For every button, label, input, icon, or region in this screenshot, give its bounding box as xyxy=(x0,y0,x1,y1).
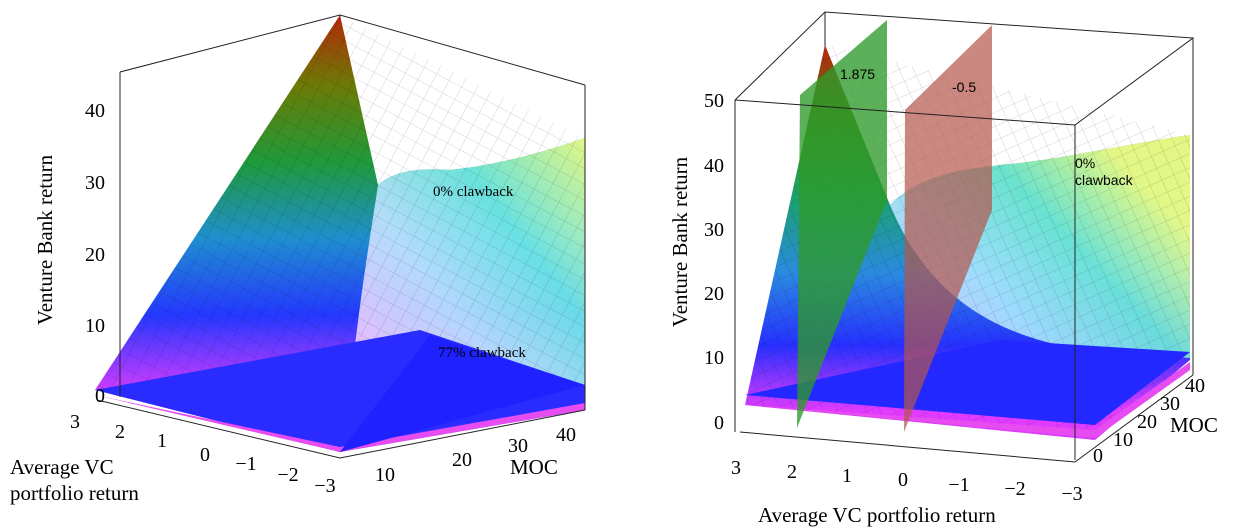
left-x-tick: 1 xyxy=(157,430,167,452)
left-y-tick: 20 xyxy=(452,449,472,471)
left-y-ticks: 10 20 30 40 xyxy=(375,424,576,486)
right-y-tick: 30 xyxy=(1160,393,1180,415)
left-x-tick: 2 xyxy=(115,421,125,443)
plane-label-1875: 1.875 xyxy=(840,66,875,82)
right-z-tick: 20 xyxy=(704,283,724,305)
right-x-tick: 1 xyxy=(842,465,852,487)
right-y-axis-label: MOC xyxy=(1170,413,1218,437)
left-z-tick: 10 xyxy=(85,315,105,337)
left-x-axis-label-line1: Average VC xyxy=(10,455,114,479)
right-series-label-0a: 0% xyxy=(1075,155,1095,171)
right-z-tick: 0 xyxy=(714,412,724,434)
right-x-tick: −2 xyxy=(1004,478,1025,500)
left-z-tick: 20 xyxy=(85,244,105,266)
left-plot: 0% clawback 77% clawback Venture Bank re… xyxy=(10,14,586,505)
left-z-ticks: 0 10 20 30 40 xyxy=(85,100,105,407)
right-y-tick: 20 xyxy=(1137,411,1157,433)
right-y-tick: 40 xyxy=(1185,375,1205,397)
plane-neg05 xyxy=(904,25,992,432)
left-x-tick: 3 xyxy=(70,411,80,433)
right-z-axis-label: Venture Bank return xyxy=(668,156,692,327)
right-z-tick: 50 xyxy=(704,90,724,112)
right-surface-77-edge xyxy=(745,362,1190,438)
left-y-axis-label: MOC xyxy=(510,455,558,479)
left-series-label-0: 0% clawback xyxy=(433,184,514,200)
left-x-tick: −1 xyxy=(235,453,256,475)
right-y-tick: 10 xyxy=(1113,429,1133,451)
right-box-front xyxy=(734,38,1194,463)
right-y-tick: 0 xyxy=(1093,445,1103,467)
left-z-tick: 40 xyxy=(85,100,105,122)
right-y-ticks: 0 10 20 30 40 xyxy=(1093,375,1205,467)
left-y-tick: 40 xyxy=(556,424,576,446)
right-z-tick: 30 xyxy=(704,219,724,241)
left-y-tick: 10 xyxy=(375,464,395,486)
left-z-tick: 0 xyxy=(95,385,105,407)
left-x-axis-label-line2: portfolio return xyxy=(10,481,139,505)
left-x-tick: −2 xyxy=(277,464,298,486)
left-x-tick: −3 xyxy=(314,475,335,497)
right-surface-77 xyxy=(745,340,1190,425)
right-x-ticks: 3 2 1 0 −1 −2 −3 xyxy=(731,457,1083,505)
right-x-axis-label: Average VC portfolio return xyxy=(758,503,996,527)
right-x-tick: 0 xyxy=(898,469,908,491)
left-surface-77-edge xyxy=(95,395,585,452)
right-x-tick: 3 xyxy=(731,457,741,479)
right-x-tick: −3 xyxy=(1061,483,1082,505)
plane-label-neg05: -0.5 xyxy=(952,79,976,95)
left-z-axis-label: Venture Bank return xyxy=(33,154,57,325)
right-plot: 1.875 -0.5 0% clawback Venture Bank retu… xyxy=(668,11,1218,527)
right-x-tick: −1 xyxy=(948,474,969,496)
right-z-tick: 40 xyxy=(704,155,724,177)
right-x-tick: 2 xyxy=(787,461,797,483)
right-series-label-0b: clawback xyxy=(1075,172,1134,188)
left-series-label-1: 77% clawback xyxy=(438,345,526,361)
left-box-front xyxy=(96,72,586,459)
left-y-tick: 30 xyxy=(508,435,528,457)
right-z-tick: 10 xyxy=(704,347,724,369)
plane-1875 xyxy=(797,20,887,428)
left-x-ticks: 3 2 1 0 −1 −2 −3 xyxy=(70,411,336,497)
right-z-ticks: 0 10 20 30 40 50 xyxy=(704,90,724,434)
left-z-tick: 30 xyxy=(85,172,105,194)
left-x-tick: 0 xyxy=(200,444,210,466)
